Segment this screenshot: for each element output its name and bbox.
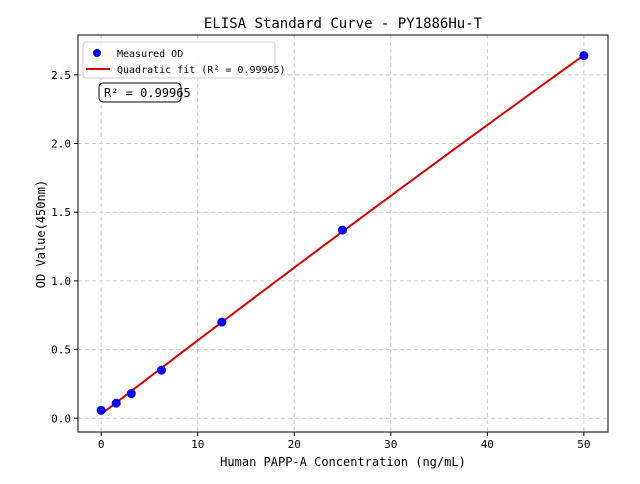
data-point bbox=[126, 389, 136, 399]
legend-box bbox=[82, 41, 276, 79]
x-axis-label: Human PAPP-A Concentration (ng/mL) bbox=[220, 455, 466, 469]
marks bbox=[96, 51, 589, 415]
plot-frame bbox=[77, 34, 609, 433]
ticks: 0 10 20 30 40 50 0.0 0.5 1.0 1.5 2.0 2.5 bbox=[51, 69, 590, 451]
data-point bbox=[579, 51, 589, 61]
data-point bbox=[217, 317, 227, 327]
x-tick-label: 40 bbox=[481, 438, 494, 451]
legend: Measured OD Quadratic fit (R² = 0.99965) bbox=[82, 41, 286, 79]
r2-text: R² = 0.99965 bbox=[104, 86, 191, 100]
r2-annotation: R² = 0.99965 bbox=[98, 82, 191, 103]
y-tick-label: 0.5 bbox=[51, 344, 71, 357]
data-point bbox=[111, 398, 121, 408]
x-tick-label: 30 bbox=[384, 438, 397, 451]
x-tick-label: 0 bbox=[98, 438, 105, 451]
x-tick-label: 50 bbox=[577, 438, 590, 451]
x-tick-label: 10 bbox=[191, 438, 204, 451]
data-point bbox=[157, 365, 167, 375]
x-tick-label: 20 bbox=[288, 438, 301, 451]
y-tick-label: 2.5 bbox=[51, 69, 71, 82]
legend-label-fit: Quadratic fit (R² = 0.99965) bbox=[117, 65, 286, 76]
r2-box bbox=[98, 82, 182, 103]
chart-title: ELISA Standard Curve - PY1886Hu-T bbox=[204, 16, 483, 32]
data-point bbox=[96, 405, 106, 415]
y-tick-label: 0.0 bbox=[51, 412, 71, 425]
y-tick-label: 1.5 bbox=[51, 206, 71, 219]
y-tick-label: 1.0 bbox=[51, 275, 71, 288]
legend-marker-measured bbox=[93, 49, 101, 57]
y-tick-label: 2.0 bbox=[51, 138, 71, 151]
y-axis-label: OD Value(450nm) bbox=[34, 180, 48, 288]
fit-line bbox=[100, 54, 585, 415]
data-point bbox=[338, 225, 348, 235]
grid bbox=[78, 35, 608, 432]
legend-label-measured: Measured OD bbox=[117, 49, 183, 60]
